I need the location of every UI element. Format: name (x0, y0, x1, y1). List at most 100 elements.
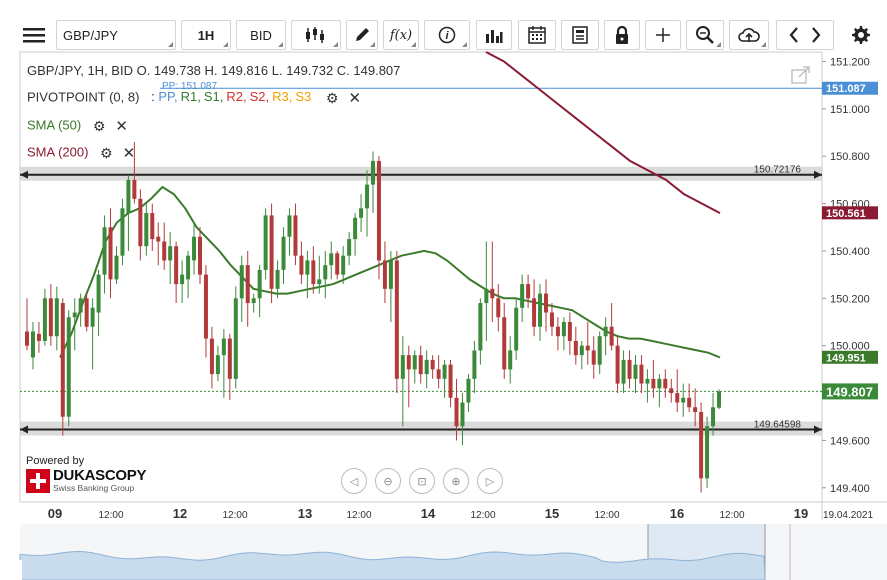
candle-body (114, 255, 119, 280)
candle-body (466, 378, 471, 403)
level-arrow-left (20, 170, 28, 179)
document-icon (571, 25, 589, 45)
candle (418, 345, 423, 384)
candle (675, 369, 680, 412)
level-label: 149.64598 (754, 420, 802, 431)
volume-button[interactable] (476, 20, 512, 50)
scroll-left-button[interactable]: ◁ (341, 468, 367, 494)
candle (144, 203, 149, 256)
crosshair-button[interactable] (645, 20, 681, 50)
candle (347, 232, 352, 266)
candle (538, 284, 543, 341)
pivot-legend: PIVOTPOINT (0, 8) : PP, R1, S1, R2, S2, R3, S3… (27, 89, 361, 107)
draw-button[interactable] (346, 20, 378, 50)
candle (66, 310, 71, 427)
function-icon: f(x) (389, 27, 413, 43)
candle (25, 298, 29, 351)
candle-body (108, 227, 113, 280)
export-button[interactable] (729, 20, 769, 50)
candle (287, 208, 292, 256)
y-tick-label: 150.400 (830, 246, 870, 258)
candle (186, 250, 191, 299)
info-button[interactable]: i (424, 20, 470, 50)
close-icon[interactable]: ✕ (122, 145, 136, 162)
candle (275, 260, 280, 299)
svg-text:i: i (445, 30, 449, 42)
timeframe-selector[interactable]: 1H (181, 20, 231, 50)
candle (198, 227, 202, 285)
indicators-button[interactable]: f(x) (383, 20, 419, 50)
logo-name: DUKASCOPY (53, 467, 147, 484)
reset-zoom-button[interactable]: ⊡ (409, 468, 435, 494)
pivot-separator: : (151, 89, 155, 105)
candle (90, 298, 95, 370)
candle-body (472, 350, 477, 379)
candle (579, 340, 584, 370)
candle-body (520, 284, 525, 308)
candle (382, 241, 387, 304)
price-side-selector[interactable]: BID (236, 20, 286, 50)
symbol-selector[interactable]: GBP/JPY (56, 20, 176, 50)
cloud-upload-icon (738, 26, 760, 44)
chevron-left-icon[interactable] (789, 27, 799, 43)
calendar-button[interactable] (518, 20, 556, 50)
candle (693, 388, 698, 427)
popout-icon[interactable] (790, 66, 812, 86)
candle (192, 222, 197, 275)
pivot-item: R2, (226, 89, 247, 105)
candle-body (669, 388, 674, 394)
scroll-right-button[interactable]: ▷ (477, 468, 503, 494)
pivot-item: PP, (158, 89, 178, 105)
close-icon[interactable]: ✕ (115, 118, 128, 135)
chart-type-button[interactable] (291, 20, 341, 50)
y-tick-label: 150.600 (830, 199, 870, 211)
price-label-bg (822, 81, 878, 95)
price-label: 149.807 (822, 383, 878, 400)
report-button[interactable] (561, 20, 599, 50)
candle (478, 298, 483, 365)
ohlc-legend: GBP/JPY, 1H, BID O. 149.738 H. 149.816 L… (27, 63, 401, 78)
gear-icon[interactable]: ⚙ (100, 144, 113, 161)
y-tick-label: 149.600 (830, 435, 870, 447)
candle-body (603, 326, 608, 337)
level-arrow-right (814, 170, 822, 179)
candle (549, 303, 554, 337)
candle-body (711, 407, 716, 427)
candle-body (174, 246, 179, 285)
zoom-button[interactable] (686, 20, 724, 50)
candle (84, 293, 89, 332)
gear-icon[interactable] (846, 20, 876, 50)
candle-body (281, 236, 286, 270)
candle-body (287, 215, 292, 237)
candle (156, 222, 161, 266)
candle (162, 222, 167, 270)
close-icon[interactable]: ✕ (348, 90, 362, 107)
candle (591, 336, 596, 379)
sma200-legend: SMA (200) ⚙ ✕ (27, 144, 135, 162)
candle (54, 286, 59, 351)
candle (353, 213, 358, 256)
candle (615, 336, 620, 394)
candle-body (633, 364, 638, 379)
navigator-bg (20, 524, 887, 580)
candle (174, 241, 179, 304)
hamburger-icon[interactable] (18, 20, 50, 50)
lock-button[interactable] (604, 20, 640, 50)
candle-body (323, 265, 328, 280)
price-label-text: 150.561 (826, 208, 866, 220)
candle (72, 298, 77, 351)
gear-icon[interactable]: ⚙ (325, 89, 339, 106)
price-label: 149.951 (822, 350, 878, 364)
zoom-out-button[interactable]: ⊖ (375, 468, 401, 494)
candle-body (239, 265, 244, 299)
chevron-right-icon[interactable] (811, 27, 821, 43)
candle-body (263, 215, 268, 270)
zoom-in-button[interactable]: ⊕ (443, 468, 469, 494)
candle-body (591, 350, 596, 365)
candle (311, 246, 316, 294)
candle-body (269, 215, 274, 289)
candle-body (293, 215, 298, 256)
gear-icon[interactable]: ⚙ (92, 117, 106, 134)
navigator-area (19, 550, 766, 580)
